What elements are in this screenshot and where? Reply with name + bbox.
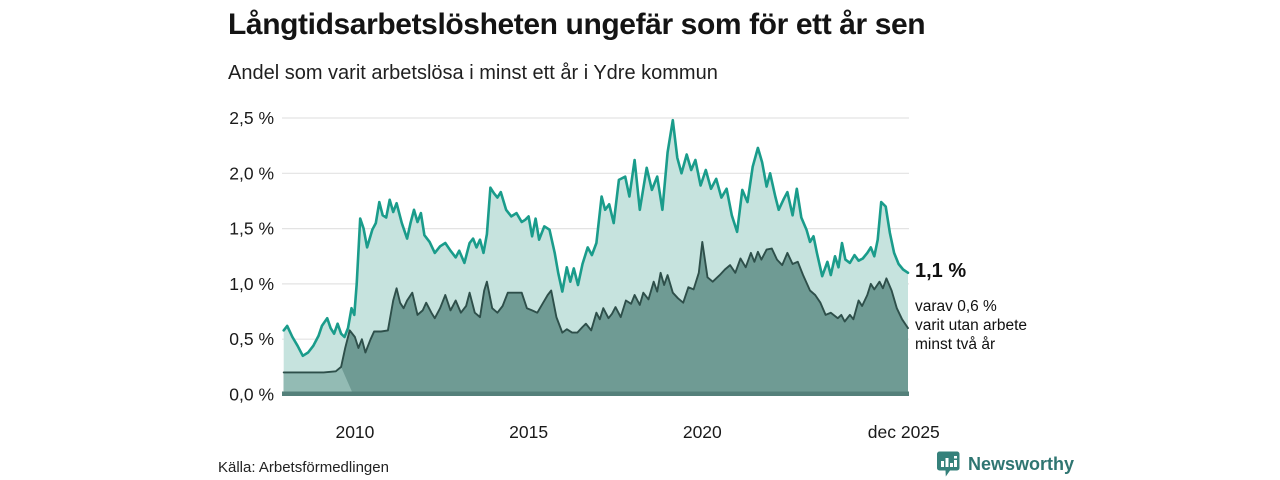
newsworthy-logo: Newsworthy xyxy=(936,451,1074,478)
y-tick-label: 2,5 % xyxy=(229,108,274,128)
annotation-line: varav 0,6 % xyxy=(915,298,997,315)
y-tick-label: 1,0 % xyxy=(229,274,274,294)
newsworthy-bars-icon xyxy=(937,451,960,477)
y-tick-label: 0,5 % xyxy=(229,329,274,349)
line-two-year xyxy=(282,240,909,374)
zero-baseline xyxy=(282,391,909,396)
line-one-year xyxy=(282,118,910,358)
annotation-line: varit utan arbete xyxy=(915,317,1028,334)
source-note: Källa: Arbetsförmedlingen xyxy=(218,459,389,476)
area-two-year-early xyxy=(283,366,354,395)
secondary-annotation: varav 0,6 % varit utan arbete minst två … xyxy=(915,297,1027,354)
page-title: Långtidsarbetslösheten ungefär som för e… xyxy=(228,8,926,41)
axis-tick-labels: 0,0 % 0,5 % 1,0 % 1,5 % 2,0 % 2,5 % 2010 2015 20… xyxy=(229,108,940,442)
y-tick-label: 0,0 % xyxy=(229,385,274,405)
area-two-year xyxy=(283,241,908,395)
chart-subtitle: Andel som varit arbetslösa i minst ett å… xyxy=(228,62,718,84)
latest-value-label: 1,1 % xyxy=(915,260,967,282)
annotation-line: minst två år xyxy=(915,336,996,353)
y-tick-label: 1,5 % xyxy=(229,219,274,239)
chart-series xyxy=(282,118,910,396)
y-tick-label: 2,0 % xyxy=(229,163,274,183)
brand-name: Newsworthy xyxy=(968,454,1075,474)
x-tick-label: dec 2025 xyxy=(868,422,940,442)
x-tick-label: 2020 xyxy=(683,422,722,442)
x-tick-label: 2010 xyxy=(335,422,374,442)
x-tick-label: 2015 xyxy=(509,422,548,442)
